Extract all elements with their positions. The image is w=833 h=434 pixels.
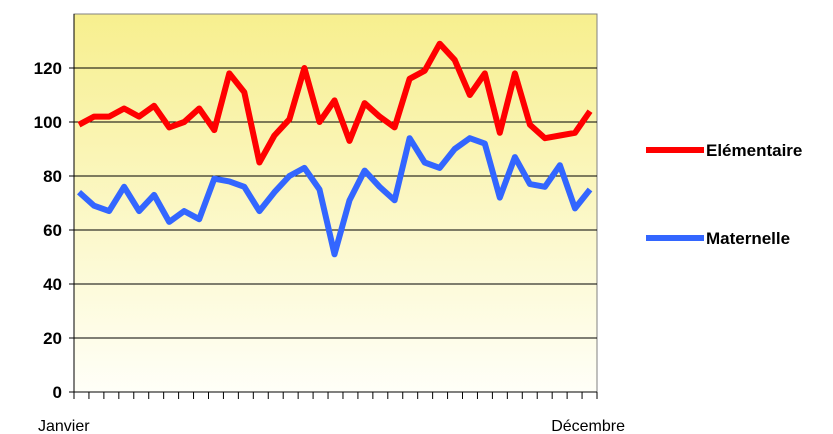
plot-area [73, 13, 598, 393]
y-tick-label: 100 [34, 113, 62, 132]
y-axis-ticks: 0 20 40 60 80 100 120 [34, 59, 74, 402]
y-tick-label: 0 [53, 383, 62, 402]
series-line-1 [76, 135, 593, 258]
series-lines [76, 40, 593, 258]
x-axis-ticks [73, 392, 598, 399]
y-tick-label: 40 [43, 275, 62, 294]
legend-label: Elémentaire [706, 141, 802, 160]
y-tick-label: 20 [43, 329, 62, 348]
x-label-start: Janvier [38, 418, 90, 434]
series-line-0 [77, 40, 593, 166]
legend: Elémentaire Maternelle [646, 141, 802, 248]
gridlines [74, 67, 597, 339]
y-tick-label: 80 [43, 167, 62, 186]
y-tick-label: 120 [34, 59, 62, 78]
legend-label: Maternelle [706, 229, 790, 248]
y-tick-label: 60 [43, 221, 62, 240]
x-label-end: Décembre [551, 418, 625, 434]
